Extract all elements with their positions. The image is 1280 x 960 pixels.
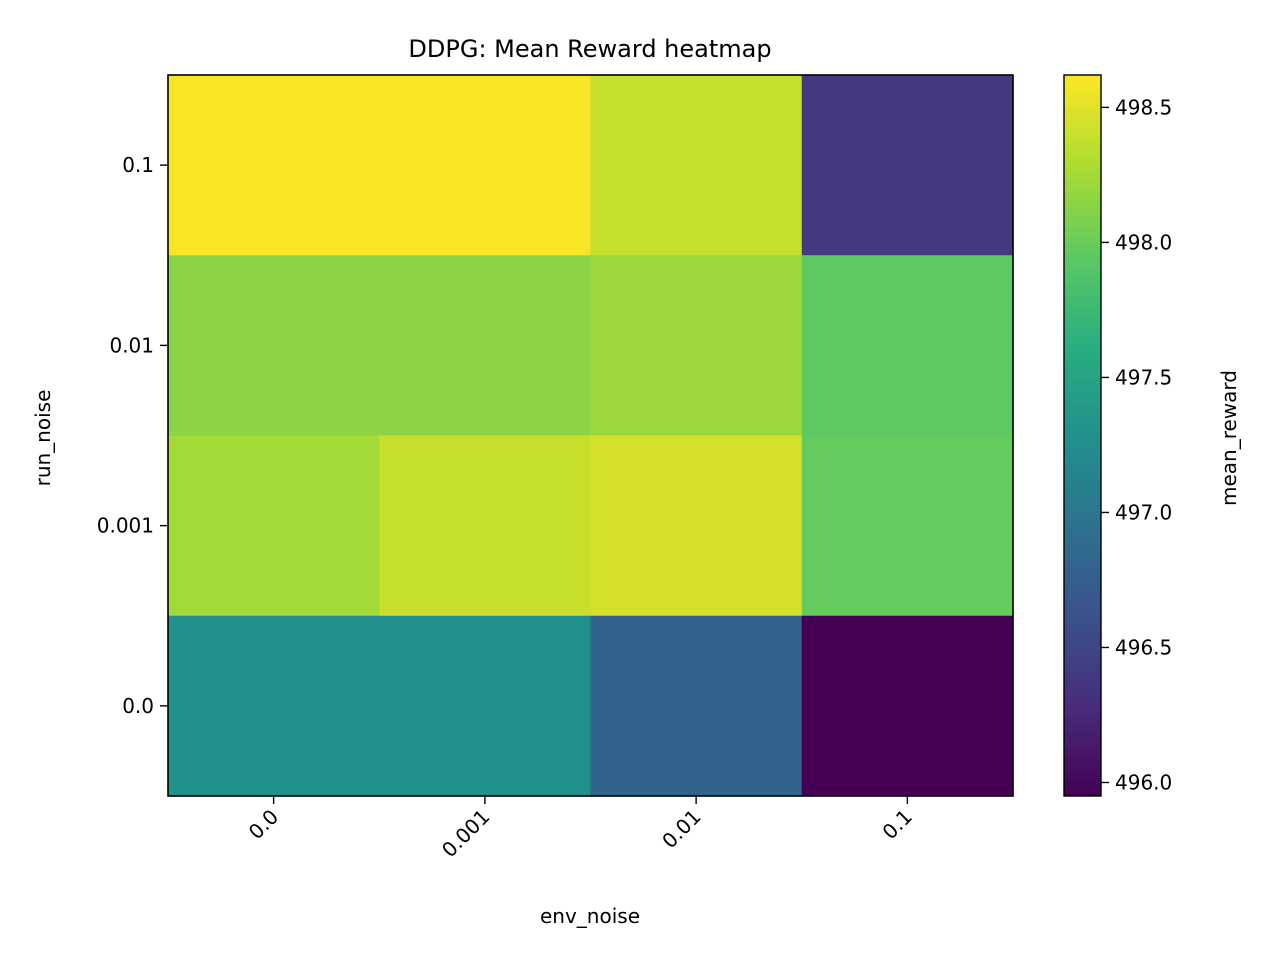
heatmap-cell (590, 75, 803, 256)
heatmap-cell (801, 255, 1014, 436)
heatmap-cell (168, 615, 380, 797)
colorbar-tick-label: 497.0 (1115, 500, 1172, 524)
heatmap-cell (801, 435, 1014, 617)
plot-frame (167, 74, 1014, 797)
colorbar-ticks: 496.0 496.5 497.0 497.5 498.0 498.5 (1101, 95, 1172, 794)
heatmap-cell (379, 75, 591, 256)
x-tick-label: 0.1 (877, 805, 916, 844)
heatmap-cell (590, 255, 803, 436)
y-tick-label: 0.1 (122, 153, 154, 177)
heatmap-cell (590, 615, 803, 797)
x-tick-label: 0.0 (244, 805, 283, 844)
heatmap-cells (168, 75, 1014, 797)
x-axis-ticks: 0.0 0.001 0.01 0.1 (244, 796, 917, 862)
heatmap-cell (801, 615, 1014, 797)
colorbar-tick-label: 496.5 (1115, 635, 1172, 659)
y-axis-label: run_noise (31, 390, 55, 487)
heatmap-cell (379, 615, 591, 797)
heatmap-cell (168, 255, 380, 436)
colorbar (1063, 74, 1102, 797)
colorbar-tick-label: 497.5 (1115, 365, 1172, 389)
colorbar-label: mean_reward (1217, 370, 1241, 506)
colorbar-tick-label: 498.0 (1115, 230, 1172, 254)
heatmap-cell (168, 75, 380, 256)
heatmap-cell (379, 255, 591, 436)
y-tick-label: 0.0 (122, 694, 154, 718)
colorbar-tick-label: 498.5 (1115, 95, 1172, 119)
y-tick-label: 0.01 (109, 333, 154, 357)
heatmap-cell (379, 435, 591, 617)
chart-title: DDPG: Mean Reward heatmap (408, 35, 771, 63)
x-axis-label: env_noise (540, 904, 640, 928)
y-axis-ticks: 0.1 0.01 0.001 0.0 (97, 153, 168, 718)
x-tick-label: 0.001 (437, 805, 494, 862)
heatmap-cell (168, 435, 380, 617)
heatmap-cell (590, 435, 803, 617)
x-tick-label: 0.01 (657, 805, 705, 853)
colorbar-tick-label: 496.0 (1115, 770, 1172, 794)
heatmap-cell (801, 75, 1014, 256)
y-tick-label: 0.001 (97, 514, 154, 538)
